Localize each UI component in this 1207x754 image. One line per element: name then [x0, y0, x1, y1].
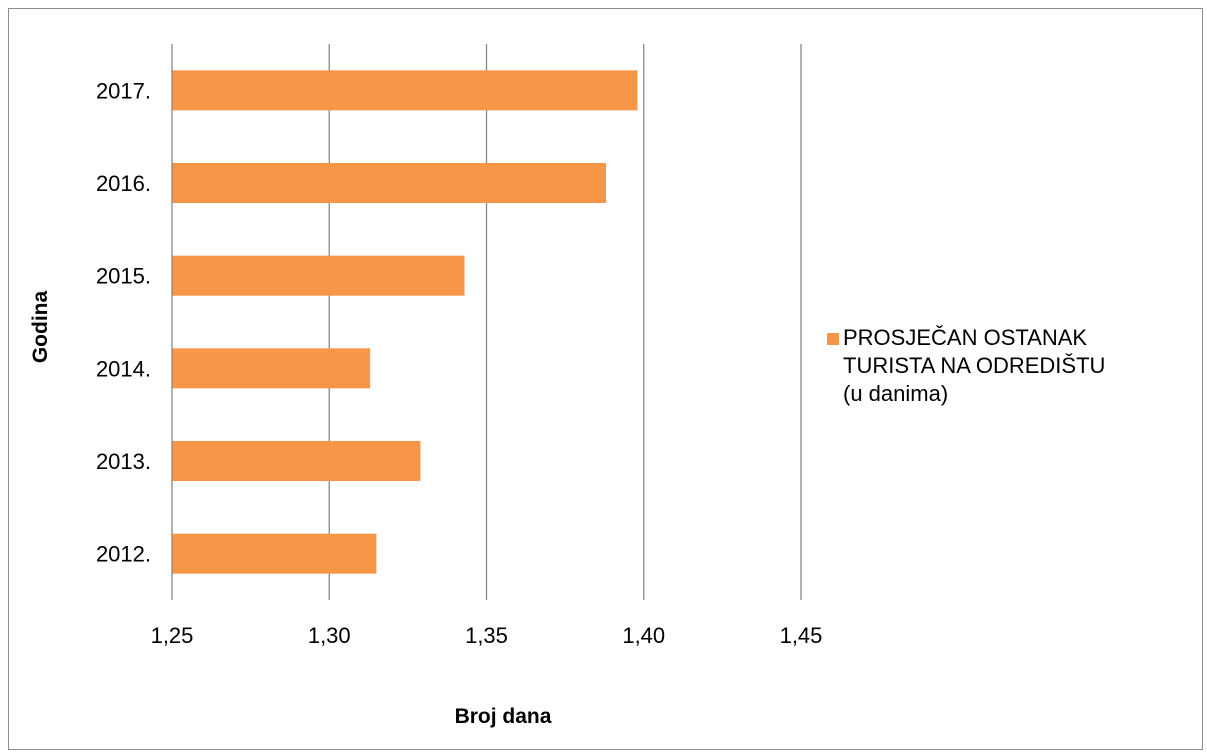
chart-frame: 2012. 2013. 2014. 2015. 2016. 2017. 1,25 1,30 1,…	[8, 8, 1203, 750]
bar-2013	[172, 441, 421, 481]
x-tick-label: 1,30	[308, 623, 351, 648]
bar-chart: 2012. 2013. 2014. 2015. 2016. 2017. 1,25 1,30 1,…	[29, 44, 1112, 728]
legend-label-line-3: (u danima)	[843, 381, 948, 406]
y-tick-label: 2015.	[96, 264, 151, 289]
x-tick-label: 1,40	[622, 623, 665, 648]
bar-2016	[172, 163, 607, 203]
bar-2017	[172, 70, 638, 111]
y-tick-label: 2016.	[96, 171, 151, 196]
legend: PROSJEČAN OSTANAK TURISTA NA ODREDIŠTU (…	[827, 325, 1112, 406]
y-tick-label: 2013.	[96, 449, 151, 474]
y-tick-label: 2014.	[96, 356, 151, 381]
y-axis-title: Godina	[29, 291, 52, 364]
legend-swatch	[827, 333, 839, 345]
bar-2014	[172, 348, 371, 389]
bars	[172, 70, 638, 574]
x-tick-label: 1,25	[151, 623, 194, 648]
gridlines	[328, 44, 802, 600]
x-axis-title: Broj dana	[455, 705, 552, 728]
bar-2015	[172, 255, 465, 296]
legend-label: PROSJEČAN OSTANAK TURISTA NA ODREDIŠTU (…	[843, 325, 1112, 406]
y-tick-label: 2017.	[96, 78, 151, 103]
x-tick-label: 1,35	[465, 623, 508, 648]
tick-labels: 2012. 2013. 2014. 2015. 2016. 2017. 1,25 1,30 1,…	[96, 78, 822, 648]
legend-label-line-1: PROSJEČAN OSTANAK	[843, 325, 1087, 350]
x-tick-label: 1,45	[780, 623, 823, 648]
bar-2012	[172, 533, 377, 574]
legend-label-line-2: TURISTA NA ODREDIŠTU	[843, 353, 1105, 378]
y-tick-label: 2012.	[96, 542, 151, 567]
